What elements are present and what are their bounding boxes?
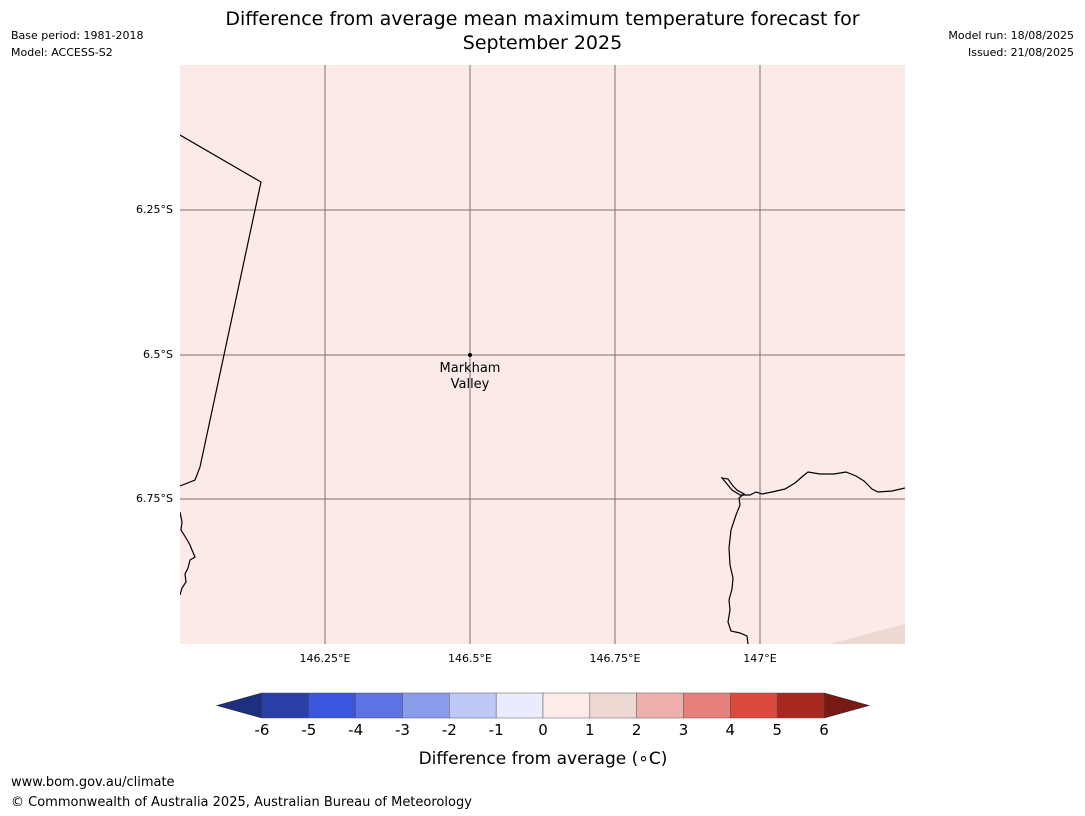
base-period-text: Base period: 1981-2018: [11, 29, 144, 42]
boundary-line: [180, 134, 262, 487]
colorbar-tick-label: -4: [348, 721, 363, 739]
place-marker: [468, 353, 472, 357]
header-meta-left: Base period: 1981-2018 Model: ACCESS-S2: [11, 27, 143, 61]
colorbar-tick-label: 6: [819, 721, 829, 739]
colorbar-tick-label: 1: [585, 721, 595, 739]
lat-tick-label: 6.25°S: [136, 203, 173, 216]
title-line-2: September 2025: [462, 32, 623, 54]
colorbar-segment: [589, 692, 637, 719]
footer-copyright: © Commonwealth of Australia 2025, Austra…: [11, 795, 472, 810]
issued-text: Issued: 21/08/2025: [967, 46, 1074, 59]
colorbar-tick-label: 0: [538, 721, 548, 739]
model-text: Model: ACCESS-S2: [11, 46, 113, 59]
lon-tick-label: 146.25°E: [300, 652, 351, 665]
colorbar-tick-label: 4: [726, 721, 736, 739]
colorbar-segment: [402, 692, 450, 719]
colorbar-tick-label: -3: [395, 721, 410, 739]
lon-tick-label: 146.5°E: [448, 652, 492, 665]
colorbar-tick-label: -6: [255, 721, 270, 739]
place-label-line-1: Markham: [440, 361, 501, 376]
colorbar-label: Difference from average (∘C): [419, 749, 668, 769]
coastline-southwest: [180, 511, 196, 596]
colorbar-tick-label: -5: [301, 721, 316, 739]
place-label-line-2: Valley: [451, 377, 490, 392]
colorbar-segment: [683, 692, 731, 719]
colorbar-extend-high: [823, 692, 871, 719]
lat-tick-label: 6.5°S: [143, 348, 173, 361]
colorbar-segment: [261, 692, 310, 719]
colorbar-segment: [495, 692, 544, 719]
colorbar-tick-label: 5: [772, 721, 782, 739]
coastline-southeast: [720, 471, 905, 644]
map-corner-shade: [830, 624, 905, 644]
colorbar-segment: [542, 692, 591, 719]
colorbar-segment: [449, 692, 497, 719]
colorbar-segment: [730, 692, 778, 719]
colorbar-tick-label: 2: [632, 721, 642, 739]
page-title: Difference from average mean maximum tem…: [180, 7, 905, 55]
colorbar-extend-low: [215, 692, 263, 719]
title-line-1: Difference from average mean maximum tem…: [225, 8, 860, 30]
lon-tick-label: 146.75°E: [590, 652, 641, 665]
colorbar-segment: [355, 692, 403, 719]
colorbar-tick-label: 3: [679, 721, 689, 739]
colorbar-tick-label: -1: [489, 721, 504, 739]
colorbar: -6 -5 -4 -3 -2 -1 0 1 2 3 4 5 6: [215, 692, 871, 739]
colorbar-tick-label: -2: [442, 721, 457, 739]
header-meta-right: Model run: 18/08/2025 Issued: 21/08/2025: [948, 27, 1074, 61]
lon-tick-label: 147°E: [743, 652, 776, 665]
footer-url: www.bom.gov.au/climate: [11, 775, 175, 790]
lat-tick-label: 6.75°S: [136, 492, 173, 505]
colorbar-segment: [776, 692, 825, 719]
colorbar-segment: [308, 692, 356, 719]
model-run-text: Model run: 18/08/2025: [948, 29, 1074, 42]
colorbar-segment: [636, 692, 684, 719]
